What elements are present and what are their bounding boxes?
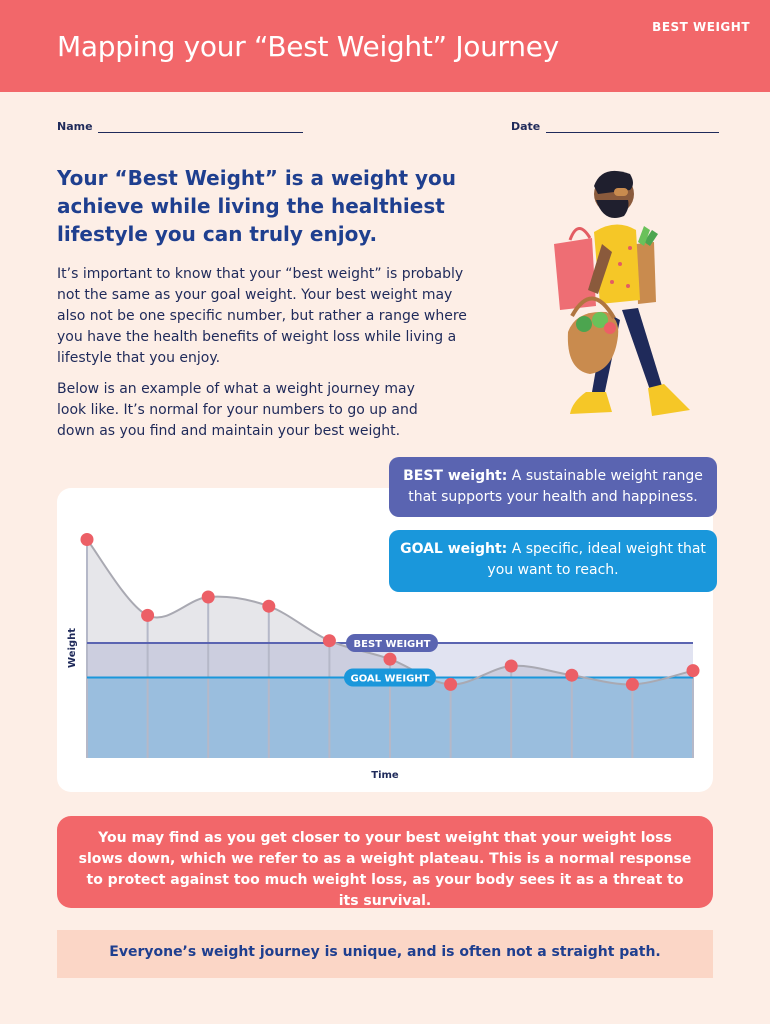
best-weight-callout: BEST weight: A sustainable weight range … bbox=[389, 457, 717, 517]
date-field[interactable]: Date bbox=[511, 120, 720, 133]
headline: Your “Best Weight” is a weight you achie… bbox=[57, 166, 456, 246]
page-title: Mapping your “Best Weight” Journey bbox=[57, 30, 559, 63]
data-point bbox=[625, 677, 639, 691]
data-point bbox=[322, 634, 336, 648]
name-line[interactable] bbox=[98, 122, 304, 133]
chart-ylabel: Weight bbox=[67, 628, 78, 668]
data-point bbox=[80, 533, 94, 546]
data-point bbox=[565, 668, 579, 682]
closing-note: Everyone’s weight journey is unique, and… bbox=[57, 930, 713, 978]
best-weight-term: BEST weight: bbox=[403, 468, 508, 484]
intro-paragraph-1: It’s important to know that your “best w… bbox=[57, 266, 467, 366]
data-point bbox=[201, 590, 215, 604]
goal-weight-pill bbox=[344, 668, 436, 687]
goal-weight-label: GOAL WEIGHT bbox=[350, 674, 429, 685]
intro-paragraph-2: Below is an example of what a weight jou… bbox=[57, 381, 418, 439]
best-weight-label: BEST WEIGHT bbox=[354, 639, 431, 650]
data-point bbox=[262, 599, 276, 613]
best-weight-pill bbox=[346, 634, 438, 652]
chart-svg: BEST WEIGHT GOAL WEIGHT Weight Time bbox=[67, 533, 700, 781]
date-line[interactable] bbox=[546, 122, 720, 133]
goal-weight-term: GOAL weight: bbox=[400, 541, 508, 557]
data-point bbox=[444, 677, 458, 691]
goal-weight-callout: GOAL weight: A specific, ideal weight th… bbox=[389, 530, 717, 592]
best-weight-definition: A sustainable weight range that supports… bbox=[408, 468, 703, 505]
name-label: Name bbox=[57, 120, 93, 133]
data-point bbox=[141, 608, 155, 622]
weight-area bbox=[87, 539, 693, 758]
date-label: Date bbox=[511, 120, 541, 133]
page-header: Mapping your “Best Weight” Journey BEST … bbox=[0, 0, 770, 92]
data-point bbox=[383, 652, 397, 666]
data-point bbox=[504, 659, 518, 673]
goal-weight-definition: A specific, ideal weight that you want t… bbox=[487, 541, 706, 578]
data-point bbox=[686, 664, 700, 678]
person-walking-with-groceries-icon bbox=[554, 170, 690, 416]
header-tag: BEST WEIGHT bbox=[652, 20, 750, 34]
plateau-note: You may find as you get closer to your b… bbox=[57, 816, 713, 909]
tote-bag-icon bbox=[554, 238, 596, 310]
name-field[interactable]: Name bbox=[57, 120, 304, 133]
chart-xlabel: Time bbox=[371, 770, 399, 781]
